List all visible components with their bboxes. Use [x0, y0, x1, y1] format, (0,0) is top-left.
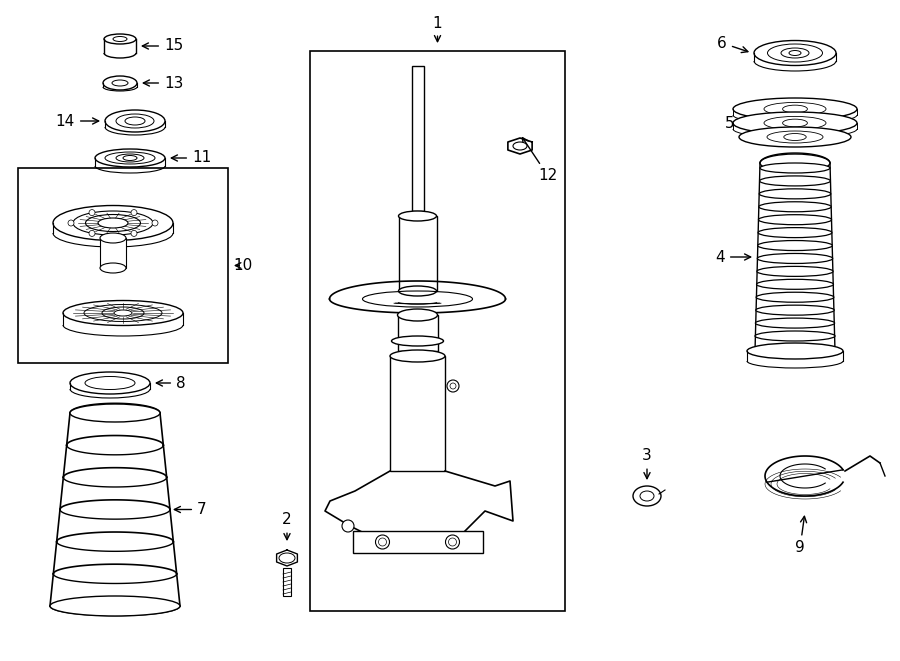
Bar	[310, 51, 565, 611]
Circle shape	[446, 535, 460, 549]
Ellipse shape	[733, 98, 857, 120]
Ellipse shape	[100, 263, 126, 273]
Text: 1: 1	[433, 15, 442, 42]
Text: 12: 12	[522, 137, 558, 184]
Bar	[390, 356, 445, 471]
Circle shape	[152, 220, 158, 226]
Text: 2: 2	[283, 512, 292, 539]
Ellipse shape	[100, 233, 126, 243]
Ellipse shape	[760, 154, 830, 172]
Ellipse shape	[390, 350, 445, 362]
Bar	[18, 168, 228, 363]
Ellipse shape	[50, 596, 180, 616]
Text: 15: 15	[142, 38, 184, 54]
Text: 6: 6	[717, 36, 748, 53]
Circle shape	[379, 538, 386, 546]
Ellipse shape	[279, 553, 295, 563]
Ellipse shape	[747, 343, 843, 359]
Ellipse shape	[392, 336, 444, 346]
Ellipse shape	[399, 286, 436, 296]
Bar	[399, 216, 436, 291]
Text: 4: 4	[716, 249, 751, 264]
Ellipse shape	[760, 163, 830, 173]
Text: 3: 3	[642, 449, 652, 479]
Text: 5: 5	[725, 116, 759, 130]
Ellipse shape	[633, 486, 661, 506]
Ellipse shape	[399, 211, 436, 221]
Ellipse shape	[757, 280, 833, 290]
Bar	[411, 66, 424, 211]
Ellipse shape	[759, 215, 832, 225]
Circle shape	[89, 210, 95, 215]
Ellipse shape	[733, 112, 857, 134]
Ellipse shape	[103, 76, 137, 90]
Bar	[100, 238, 126, 268]
Ellipse shape	[104, 34, 136, 44]
Ellipse shape	[125, 117, 145, 125]
Ellipse shape	[113, 36, 127, 42]
Text: 7: 7	[175, 502, 207, 517]
Ellipse shape	[640, 491, 654, 501]
Ellipse shape	[513, 142, 527, 150]
Text: 8: 8	[157, 375, 185, 391]
Circle shape	[89, 231, 95, 237]
Circle shape	[447, 380, 459, 392]
Ellipse shape	[95, 149, 165, 167]
Ellipse shape	[760, 189, 831, 199]
Circle shape	[131, 210, 137, 215]
Ellipse shape	[758, 227, 832, 237]
Text: 11: 11	[171, 151, 212, 165]
Ellipse shape	[756, 292, 833, 302]
Ellipse shape	[70, 372, 150, 394]
Bar	[398, 315, 437, 351]
Ellipse shape	[755, 318, 834, 328]
Ellipse shape	[758, 241, 832, 251]
Ellipse shape	[63, 301, 183, 325]
Ellipse shape	[53, 206, 173, 241]
Ellipse shape	[739, 127, 851, 147]
Ellipse shape	[70, 404, 160, 422]
Bar	[283, 568, 291, 596]
Bar	[353, 531, 482, 553]
Text: 14: 14	[56, 114, 99, 128]
Ellipse shape	[757, 253, 832, 264]
Ellipse shape	[85, 377, 135, 389]
Circle shape	[131, 231, 137, 237]
Ellipse shape	[756, 305, 834, 315]
Circle shape	[375, 535, 390, 549]
Circle shape	[448, 538, 456, 546]
Circle shape	[450, 383, 456, 389]
Ellipse shape	[759, 202, 832, 212]
Text: 10: 10	[233, 258, 252, 273]
Ellipse shape	[398, 309, 437, 321]
Ellipse shape	[105, 110, 165, 132]
Ellipse shape	[760, 176, 831, 186]
Text: 9: 9	[795, 516, 806, 555]
Text: 13: 13	[143, 75, 184, 91]
Ellipse shape	[116, 114, 154, 128]
Ellipse shape	[112, 80, 128, 86]
Ellipse shape	[757, 266, 833, 276]
Ellipse shape	[754, 40, 836, 65]
Circle shape	[68, 220, 74, 226]
Ellipse shape	[755, 331, 835, 341]
Circle shape	[342, 520, 354, 532]
